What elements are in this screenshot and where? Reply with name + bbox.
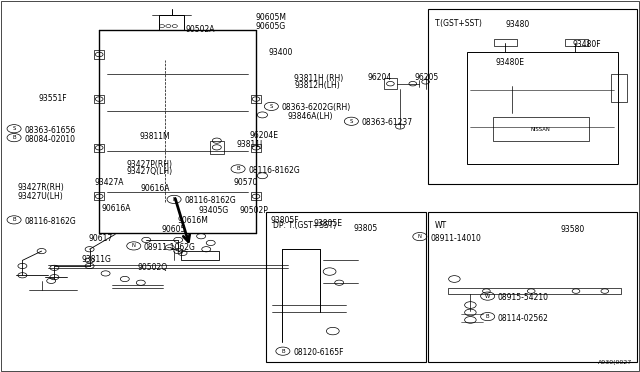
Text: 93427A: 93427A: [95, 178, 124, 187]
Bar: [94, 144, 104, 152]
Text: B: B: [172, 197, 176, 202]
Text: 08114-02562: 08114-02562: [498, 314, 548, 323]
Text: S: S: [349, 119, 353, 124]
Bar: [384, 78, 397, 89]
Bar: [180, 251, 219, 260]
Text: B: B: [236, 166, 240, 171]
Bar: [494, 39, 517, 46]
Bar: [428, 9, 637, 184]
Text: 90502P: 90502P: [240, 206, 269, 215]
Text: B: B: [486, 314, 490, 319]
Bar: [159, 15, 184, 30]
Text: B: B: [12, 217, 16, 222]
Text: 93805F: 93805F: [270, 216, 299, 225]
Text: 93580: 93580: [561, 225, 585, 234]
Text: 93427U(LH): 93427U(LH): [18, 192, 63, 201]
Text: 93480: 93480: [506, 20, 530, 29]
Text: N: N: [418, 234, 422, 239]
Text: 93427R(RH): 93427R(RH): [18, 183, 65, 192]
Text: 90616A: 90616A: [101, 204, 131, 213]
Text: 93811J: 93811J: [237, 140, 263, 149]
Bar: [266, 212, 426, 362]
Text: 96204: 96204: [367, 73, 392, 82]
Text: 93427P(RH): 93427P(RH): [127, 160, 173, 169]
Text: B: B: [281, 349, 285, 354]
Text: A930(0027: A930(0027: [598, 360, 632, 365]
Text: 08911-1062G: 08911-1062G: [144, 243, 196, 252]
Text: NISSAN: NISSAN: [531, 127, 550, 132]
Text: 90502Q: 90502Q: [138, 263, 168, 272]
Text: 90570: 90570: [234, 178, 258, 187]
Text: 93811M: 93811M: [140, 132, 170, 141]
Text: 90605G: 90605G: [256, 22, 286, 31]
Text: 96205: 96205: [415, 73, 439, 82]
Text: 90605M: 90605M: [256, 13, 287, 22]
Text: N: N: [132, 243, 136, 248]
Text: 93805E: 93805E: [314, 219, 342, 228]
Text: 90502A: 90502A: [186, 25, 215, 34]
Text: WT: WT: [435, 221, 447, 230]
Bar: [251, 192, 261, 201]
Text: 08084-02010: 08084-02010: [24, 135, 76, 144]
Bar: [251, 95, 261, 103]
Text: 90616A: 90616A: [141, 184, 170, 193]
Text: 93427Q(LH): 93427Q(LH): [127, 167, 173, 176]
Text: 08363-61656: 08363-61656: [24, 126, 76, 135]
Bar: [94, 192, 104, 201]
Text: 93480F: 93480F: [573, 40, 602, 49]
Bar: [94, 95, 104, 103]
Text: 93846A(LH): 93846A(LH): [288, 112, 333, 121]
Text: 93551F: 93551F: [38, 94, 67, 103]
Bar: [211, 141, 225, 154]
Bar: [94, 50, 104, 58]
Bar: [493, 117, 589, 141]
Bar: [565, 39, 588, 46]
Bar: [448, 288, 621, 294]
Text: 08120-6165F: 08120-6165F: [293, 348, 344, 357]
Text: 93811G: 93811G: [82, 255, 112, 264]
Text: B: B: [12, 135, 16, 140]
Text: 93812H(LH): 93812H(LH): [294, 81, 340, 90]
Text: 08116-8162G: 08116-8162G: [248, 166, 300, 175]
Text: 90605: 90605: [161, 225, 186, 234]
Text: 08915-54210: 08915-54210: [498, 293, 549, 302]
Text: 96204E: 96204E: [250, 131, 278, 140]
Text: 93811H (RH): 93811H (RH): [294, 74, 344, 83]
Bar: [611, 74, 627, 102]
Bar: [467, 52, 618, 164]
Text: S: S: [12, 126, 16, 131]
Text: 08116-8162G: 08116-8162G: [184, 196, 236, 205]
Text: 08911-14010: 08911-14010: [430, 234, 481, 243]
Bar: [428, 212, 637, 362]
Text: 93805: 93805: [353, 224, 378, 233]
Text: 08363-61237: 08363-61237: [362, 118, 413, 127]
Text: 93480E: 93480E: [496, 58, 525, 67]
Text: 90616M: 90616M: [178, 216, 209, 225]
Text: S: S: [269, 104, 273, 109]
Text: 93400: 93400: [269, 48, 293, 57]
Text: 90617: 90617: [88, 234, 113, 243]
Text: W: W: [485, 294, 490, 299]
Text: 08116-8162G: 08116-8162G: [24, 217, 76, 226]
Text: 93405G: 93405G: [198, 206, 228, 215]
Bar: [251, 144, 261, 152]
Text: DP: T.(GST+SST): DP: T.(GST+SST): [273, 221, 337, 230]
Text: T.(GST+SST): T.(GST+SST): [435, 19, 483, 28]
Text: 08363-6202G(RH): 08363-6202G(RH): [282, 103, 351, 112]
